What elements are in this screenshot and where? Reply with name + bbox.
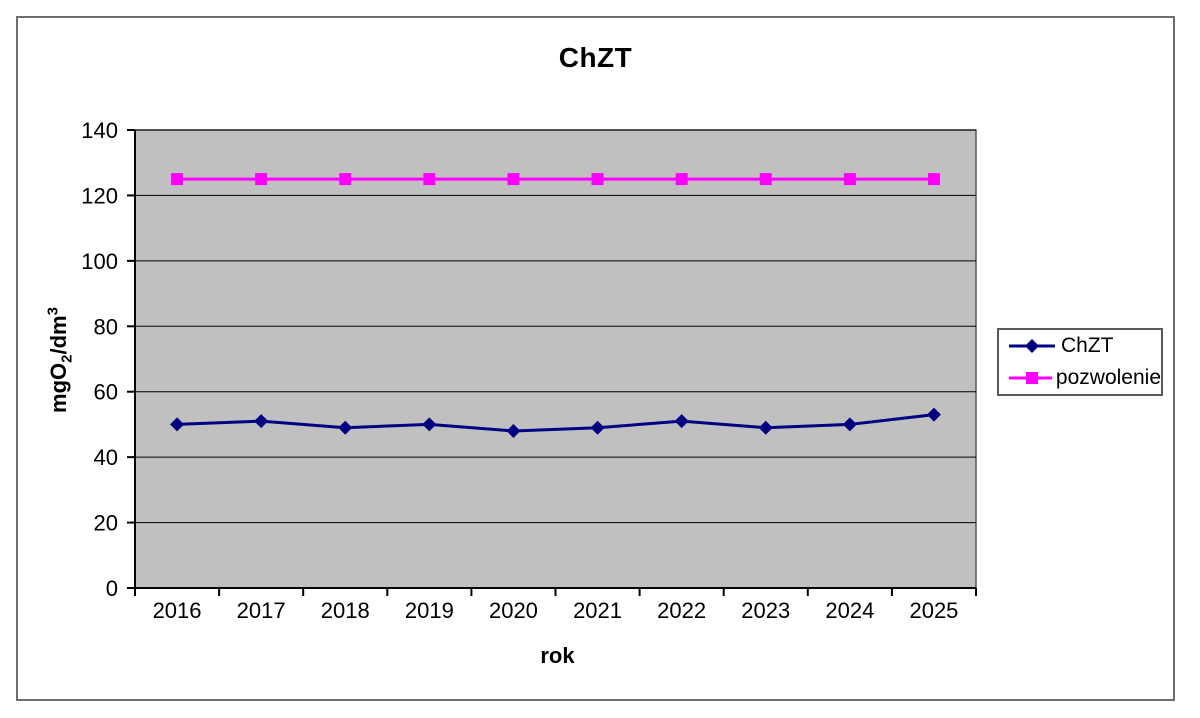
data-point-pozwolenie-2019 [423,173,436,186]
data-point-pozwolenie-2018 [339,173,352,186]
x-tick-label-2023: 2023 [741,598,790,623]
pozwolenie-series-marker-icon [1009,372,1052,384]
legend-marker-shape-ChZT [1025,339,1039,353]
data-point-pozwolenie-2021 [591,173,604,186]
data-point-pozwolenie-2024 [843,173,856,186]
data-point-pozwolenie-2020 [507,173,520,186]
x-axis-title: rok [540,643,575,668]
series-pozwolenie [171,173,940,186]
data-point-ChZT-2024 [842,417,857,432]
y-tick-label-120: 120 [81,183,118,208]
y-tick-label-140: 140 [81,118,118,143]
series-line-ChZT [176,413,935,433]
series-ChZT [170,407,941,438]
x-tick-label-2020: 2020 [489,598,538,623]
y-tick-label-0: 0 [106,576,118,601]
x-tick-label-2017: 2017 [237,598,286,623]
x-tick-label-2025: 2025 [909,598,958,623]
legend-label-chzt: ChZT [1061,334,1114,357]
data-point-ChZT-2019 [422,417,437,432]
data-point-ChZT-2023 [758,420,773,435]
x-tick-label-2021: 2021 [573,598,622,623]
chzt-series-marker-icon [1009,339,1055,353]
legend-label-pozwolenie: pozwolenie [1055,366,1161,389]
chart-title: ChZT [558,42,633,73]
data-point-pozwolenie-2016 [171,173,184,186]
y-tick-label-60: 60 [94,380,118,405]
y-tick-label-20: 20 [94,511,118,536]
y-tick-label-100: 100 [81,249,118,274]
data-point-pozwolenie-2017 [255,173,268,186]
data-point-pozwolenie-2022 [675,173,688,186]
y-tick-label-40: 40 [94,445,118,470]
legend-item-pozwolenie: pozwolenie [999,362,1161,394]
data-point-ChZT-2016 [170,417,185,432]
legend-marker-shape-pozwolenie [1026,372,1038,384]
y-tick-label-80: 80 [94,314,118,339]
x-tick-label-2018: 2018 [321,598,370,623]
data-point-pozwolenie-2025 [927,173,940,186]
data-point-ChZT-2017 [254,414,269,429]
legend: ChZT pozwolenie [997,328,1163,396]
x-tick-label-2019: 2019 [405,598,454,623]
x-tick-label-2024: 2024 [825,598,874,623]
data-point-ChZT-2022 [674,414,689,429]
data-point-ChZT-2018 [338,420,353,435]
x-tick-label-2022: 2022 [657,598,706,623]
legend-item-chzt: ChZT [999,330,1161,362]
data-point-ChZT-2020 [506,423,521,438]
x-tick-label-2016: 2016 [153,598,202,623]
data-point-ChZT-2021 [590,420,605,435]
data-point-pozwolenie-2023 [759,173,772,186]
plot-background [134,129,977,589]
data-point-ChZT-2025 [926,407,941,422]
